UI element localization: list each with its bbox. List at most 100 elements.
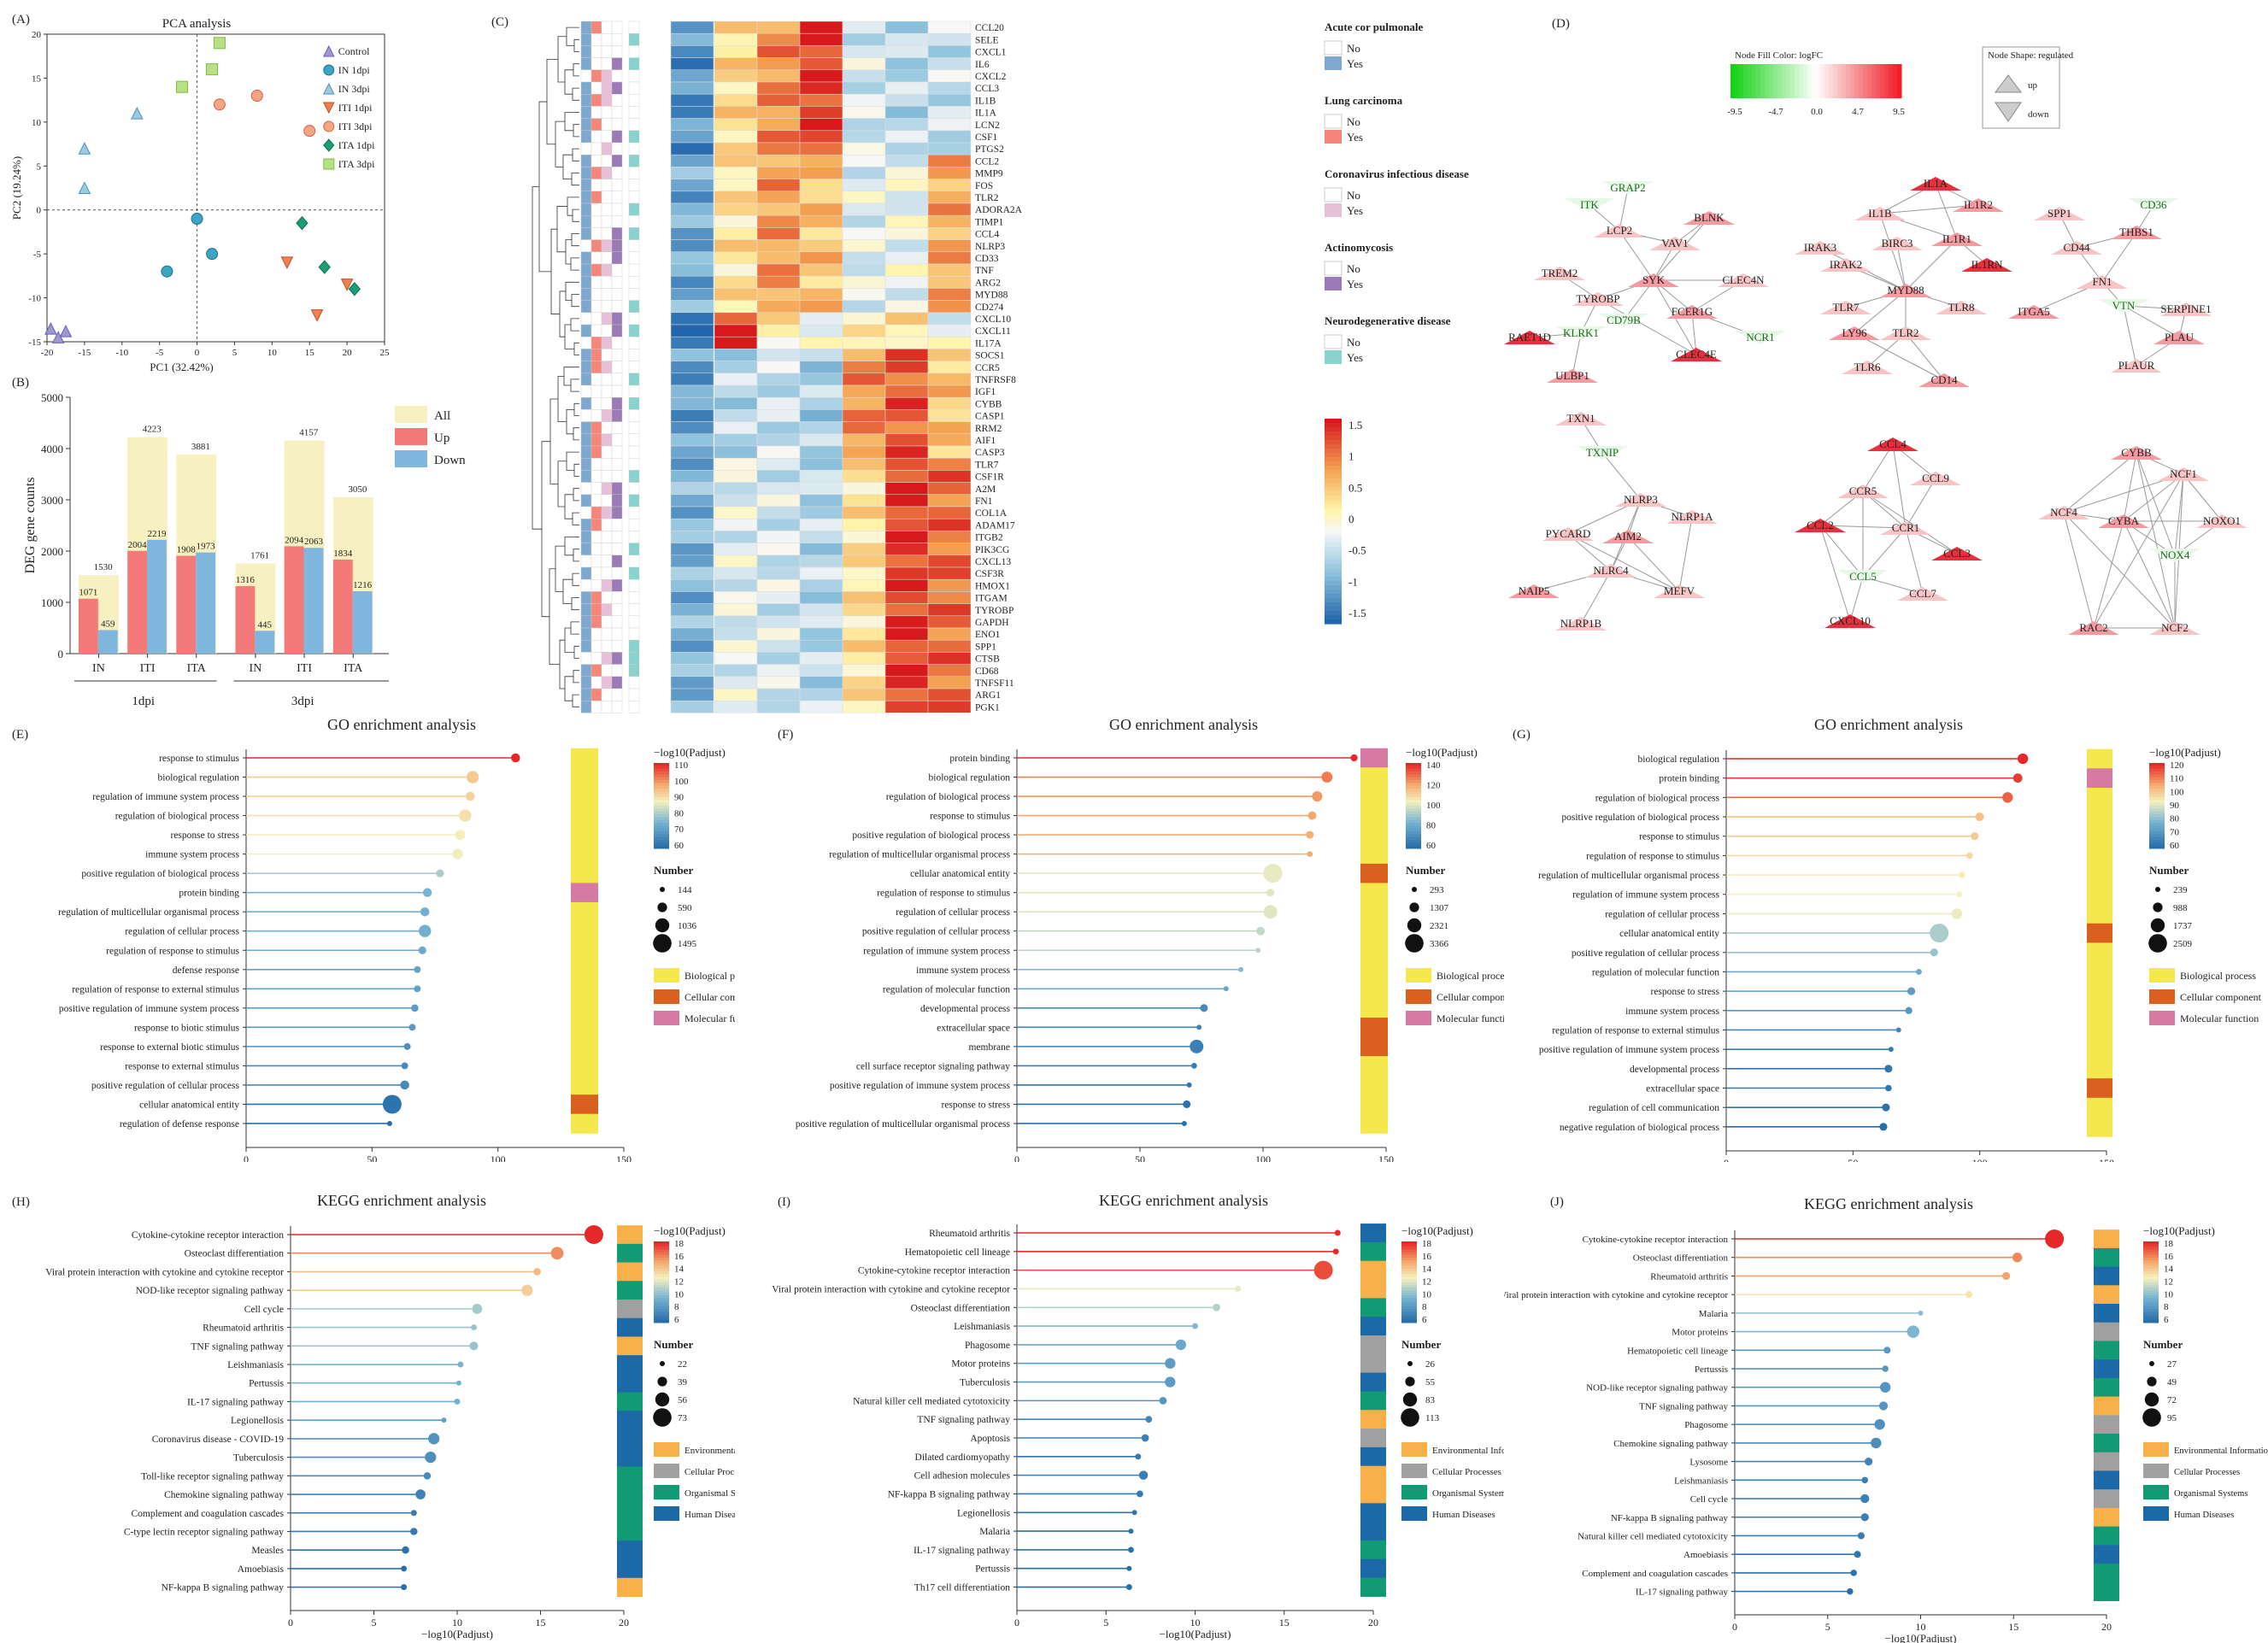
lollipop-dot [1165, 1376, 1176, 1388]
pca-point [318, 260, 331, 274]
heat-cell [756, 506, 801, 519]
panel-label: (J) [1550, 1195, 1564, 1209]
heat-cell [756, 191, 801, 204]
annotation-cell [591, 579, 602, 592]
size-legend-dot [653, 1408, 672, 1427]
heat-cell [884, 300, 929, 314]
color-legend-segment [2149, 783, 2165, 787]
network-node-label: TREM2 [1542, 267, 1578, 279]
heat-cell [714, 518, 758, 531]
color-legend-segment [654, 831, 669, 835]
column-label: IN [730, 717, 740, 718]
term-label: NOD-like receptor signaling pathway [1586, 1383, 1728, 1394]
size-legend-tick: 113 [1425, 1413, 1440, 1423]
lollipop-dot [1905, 1006, 1913, 1014]
x-tick-label: 5 [372, 1617, 377, 1628]
bar-up-label: 1071 [79, 588, 97, 598]
heat-cell [884, 652, 929, 665]
annotation-legend-label: No [1347, 189, 1360, 202]
fill-legend-title: Node Fill Color: logFC [1735, 50, 1823, 61]
color-legend-segment [2143, 1284, 2159, 1288]
category-cell [1360, 844, 1388, 865]
term-label: regulation of cellular process [896, 907, 1010, 918]
legend-swatch [395, 450, 427, 467]
color-legend-segment [2149, 845, 2165, 849]
heat-cell [714, 154, 758, 167]
annotation-cell [591, 214, 602, 228]
scale-segment [1325, 470, 1342, 475]
x-tick-label: 50 [1135, 1153, 1145, 1162]
heat-cell [884, 336, 929, 349]
heat-cell [799, 179, 843, 192]
annotation-cell [601, 555, 613, 568]
term-label: TNF signaling pathway [1639, 1401, 1728, 1411]
size-legend-tick: 3366 [1430, 939, 1449, 949]
heat-cell [842, 21, 886, 34]
x-tick-label: 0 [1014, 1617, 1019, 1628]
annotation-cell [611, 555, 623, 568]
dendrogram-branch [572, 87, 579, 101]
term-label: Motor proteins [951, 1359, 1010, 1370]
heat-cell [842, 433, 886, 447]
x-tick-label: 10 [1190, 1617, 1201, 1628]
heat-cell [799, 578, 843, 592]
heat-cell [842, 227, 886, 240]
heat-cell [670, 482, 714, 496]
heat-cell [842, 409, 886, 422]
color-legend-segment [1401, 1279, 1417, 1282]
dendrogram-branch [573, 38, 579, 52]
heat-cell [799, 81, 843, 95]
scale-segment [1325, 598, 1342, 603]
heat-cell [927, 518, 972, 531]
fill-legend-segment [1846, 64, 1851, 98]
size-legend-title: Number [1401, 1338, 1441, 1351]
panel-g-go: (G)GO enrichment analysis050100150−log10… [1513, 716, 2262, 1162]
heat-cell [670, 179, 714, 192]
network-node [2153, 331, 2205, 344]
legend-label: ITA 3dpi [338, 158, 375, 170]
category-cell [617, 1540, 643, 1560]
color-legend-segment [1401, 1287, 1417, 1291]
annotation-cell [601, 33, 613, 46]
term-label: Complement and coagulation cascades [131, 1509, 284, 1519]
network-edge [2063, 512, 2176, 629]
heat-cell [884, 251, 929, 265]
gene-label: IL6 [975, 60, 990, 70]
annotation-cell [601, 21, 613, 34]
y-tick-label: 20 [32, 30, 42, 40]
heat-cell [799, 664, 843, 678]
lollipop-dot [1181, 1120, 1187, 1126]
bar-up [176, 555, 197, 654]
dendrogram-branch [571, 294, 579, 308]
pca-point [296, 215, 308, 231]
heat-cell [670, 603, 714, 617]
network-node [1555, 326, 1607, 340]
size-legend-dot [2149, 1361, 2154, 1366]
annotation-cell [591, 615, 602, 629]
panel-c-heatmap: (C) CCL20SELECXCL1IL6CXCL2CCL3IL1BIL1ALCN… [491, 15, 1469, 718]
heat-cell [927, 81, 972, 95]
category-cell [2087, 846, 2112, 866]
lollipop-dot [1307, 851, 1313, 858]
color-legend-segment [1401, 1249, 1417, 1253]
heat-cell [714, 93, 758, 107]
category-legend-swatch [654, 1485, 679, 1499]
color-legend-segment [654, 1284, 669, 1288]
lollipop-dot [382, 1094, 402, 1114]
annotation-cell [611, 202, 623, 216]
network-node-label: NOX4 [2160, 549, 2190, 561]
size-legend-dot [2155, 887, 2160, 892]
size-legend-title: Number [654, 1338, 693, 1351]
bar-all-label: 1761 [250, 550, 269, 560]
annotation-cell [601, 384, 613, 398]
network-edge [1862, 527, 1907, 578]
category-cell [617, 1336, 643, 1356]
annotation-cell [611, 470, 623, 483]
heat-cell [756, 627, 801, 641]
legend-label: IN 3dpi [338, 83, 371, 95]
heat-cell [884, 275, 929, 289]
term-label: protein binding [949, 754, 1010, 764]
color-legend-segment [654, 1254, 669, 1259]
color-legend-segment [2149, 834, 2165, 838]
